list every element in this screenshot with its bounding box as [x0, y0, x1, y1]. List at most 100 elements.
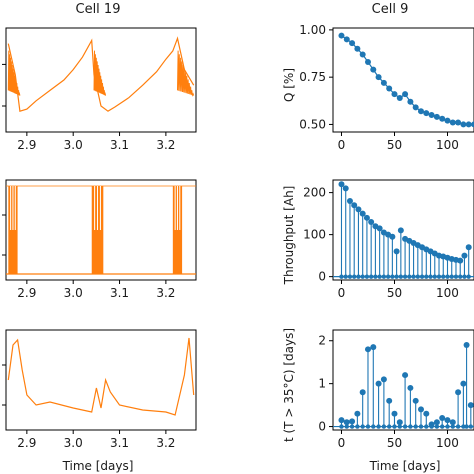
- panel-frame: [5, 27, 197, 133]
- stem-base-marker: [466, 274, 471, 279]
- stem-base-marker: [371, 424, 376, 429]
- stem-marker: [460, 380, 467, 387]
- x-tick-label: 100: [436, 286, 459, 300]
- x-tick-label: 0: [338, 436, 346, 450]
- stem-base-marker: [441, 274, 446, 279]
- x-tick-label: 100: [436, 138, 459, 152]
- y-tick-label: 1: [318, 377, 326, 391]
- y-tick-label: 200: [303, 186, 326, 200]
- panel-frame: [5, 329, 197, 431]
- y-tick-label: 0: [318, 270, 326, 284]
- cell9-throughput-ylabel: Throughput [Ah]: [282, 186, 296, 286]
- stem-base-marker: [347, 274, 353, 279]
- stem-base-marker: [339, 274, 344, 279]
- capacity-point: [412, 104, 419, 111]
- stem-marker: [412, 397, 419, 404]
- cell9-xlabel: Time [days]: [369, 459, 441, 473]
- stem-marker: [349, 418, 356, 425]
- capacity-point: [428, 111, 435, 118]
- cell19-top-panel: 2.9 3.0 3.1 3.2: [2, 27, 197, 152]
- stem-base-marker: [386, 424, 392, 429]
- stem-base-marker: [407, 274, 412, 279]
- capacity-point: [407, 98, 414, 105]
- y-tick-label: 100: [303, 228, 326, 242]
- stem-base-marker: [428, 274, 433, 279]
- stem-base-marker: [398, 274, 404, 279]
- x-tick-label: 3.0: [64, 286, 83, 300]
- x-tick-label: 2.9: [17, 436, 36, 450]
- stem-base-marker: [449, 274, 454, 279]
- stem-marker: [363, 214, 370, 221]
- x-tick-label: 3.2: [156, 138, 175, 152]
- stem-marker: [359, 389, 366, 396]
- stem-marker: [359, 210, 366, 217]
- stem-marker: [368, 219, 375, 226]
- stem-base-marker: [419, 274, 425, 279]
- stem-marker: [355, 206, 362, 213]
- cell19-top-burst: [177, 50, 195, 97]
- stem-marker: [342, 185, 349, 192]
- x-tick-label: 3.2: [156, 286, 175, 300]
- stem-base-marker: [402, 424, 408, 429]
- capacity-point: [386, 85, 393, 92]
- stem-marker: [375, 380, 382, 387]
- panel-frame: [332, 27, 474, 133]
- stem-base-marker: [432, 274, 437, 279]
- stem-base-marker: [349, 424, 355, 429]
- stem-base-marker: [376, 424, 381, 429]
- stem-marker: [467, 402, 474, 409]
- stem-marker: [463, 342, 470, 349]
- stem-base-marker: [392, 424, 397, 429]
- capacity-point: [439, 115, 446, 122]
- y-tick-label: 0.75: [299, 70, 326, 84]
- panel-frame: [5, 179, 197, 281]
- capacity-point: [423, 110, 430, 117]
- stem-marker: [396, 419, 403, 426]
- capacity-point: [391, 91, 398, 98]
- stem-base-marker: [458, 274, 463, 279]
- cell19-top-burst: [7, 50, 21, 96]
- cell19-bottom-panel: 2.9 3.0 3.1 3.2: [2, 329, 197, 450]
- stem-base-marker: [411, 274, 416, 279]
- stem-marker: [338, 417, 345, 424]
- stem-marker: [389, 233, 396, 240]
- stem-marker: [457, 257, 464, 264]
- stem-base-marker: [365, 424, 371, 429]
- cell19-middle-panel: 2.9 3.0 3.1 3.2: [2, 179, 197, 300]
- stem-base-marker: [402, 274, 408, 279]
- stem-base-marker: [429, 424, 434, 429]
- stem-marker: [402, 372, 409, 379]
- capacity-line: [341, 35, 474, 125]
- stem-base-marker: [455, 424, 461, 429]
- x-tick-label: 3.1: [110, 138, 129, 152]
- stem-base-marker: [373, 274, 378, 279]
- stem-marker: [444, 417, 451, 424]
- capacity-point: [455, 119, 462, 126]
- capacity-point: [343, 36, 350, 43]
- stem-base-marker: [394, 274, 399, 279]
- stem-base-marker: [413, 424, 418, 429]
- x-tick-label: 2.9: [17, 138, 36, 152]
- x-tick-label: 100: [436, 436, 459, 450]
- capacity-point: [338, 32, 345, 39]
- x-tick-label: 50: [387, 286, 402, 300]
- capacity-point: [417, 108, 424, 115]
- capacity-point: [433, 113, 440, 120]
- cell9-temperature-panel: 0 50 100 0 1 2: [318, 329, 474, 450]
- stem-marker: [461, 252, 468, 259]
- stem-base-marker: [381, 274, 387, 279]
- stem-base-marker: [355, 424, 360, 429]
- stem-base-marker: [453, 274, 459, 279]
- stem-marker: [346, 198, 353, 205]
- stem-marker: [351, 202, 358, 209]
- capacity-point: [449, 119, 456, 126]
- stem-base-marker: [343, 274, 348, 279]
- x-tick-label: 3.1: [110, 436, 129, 450]
- stem-base-marker: [415, 274, 421, 279]
- stem-base-marker: [356, 274, 361, 279]
- capacity-point: [375, 74, 382, 81]
- x-tick-label: 0: [338, 138, 346, 152]
- stem-base-marker: [360, 424, 365, 429]
- cell19-title: Cell 19: [76, 2, 121, 17]
